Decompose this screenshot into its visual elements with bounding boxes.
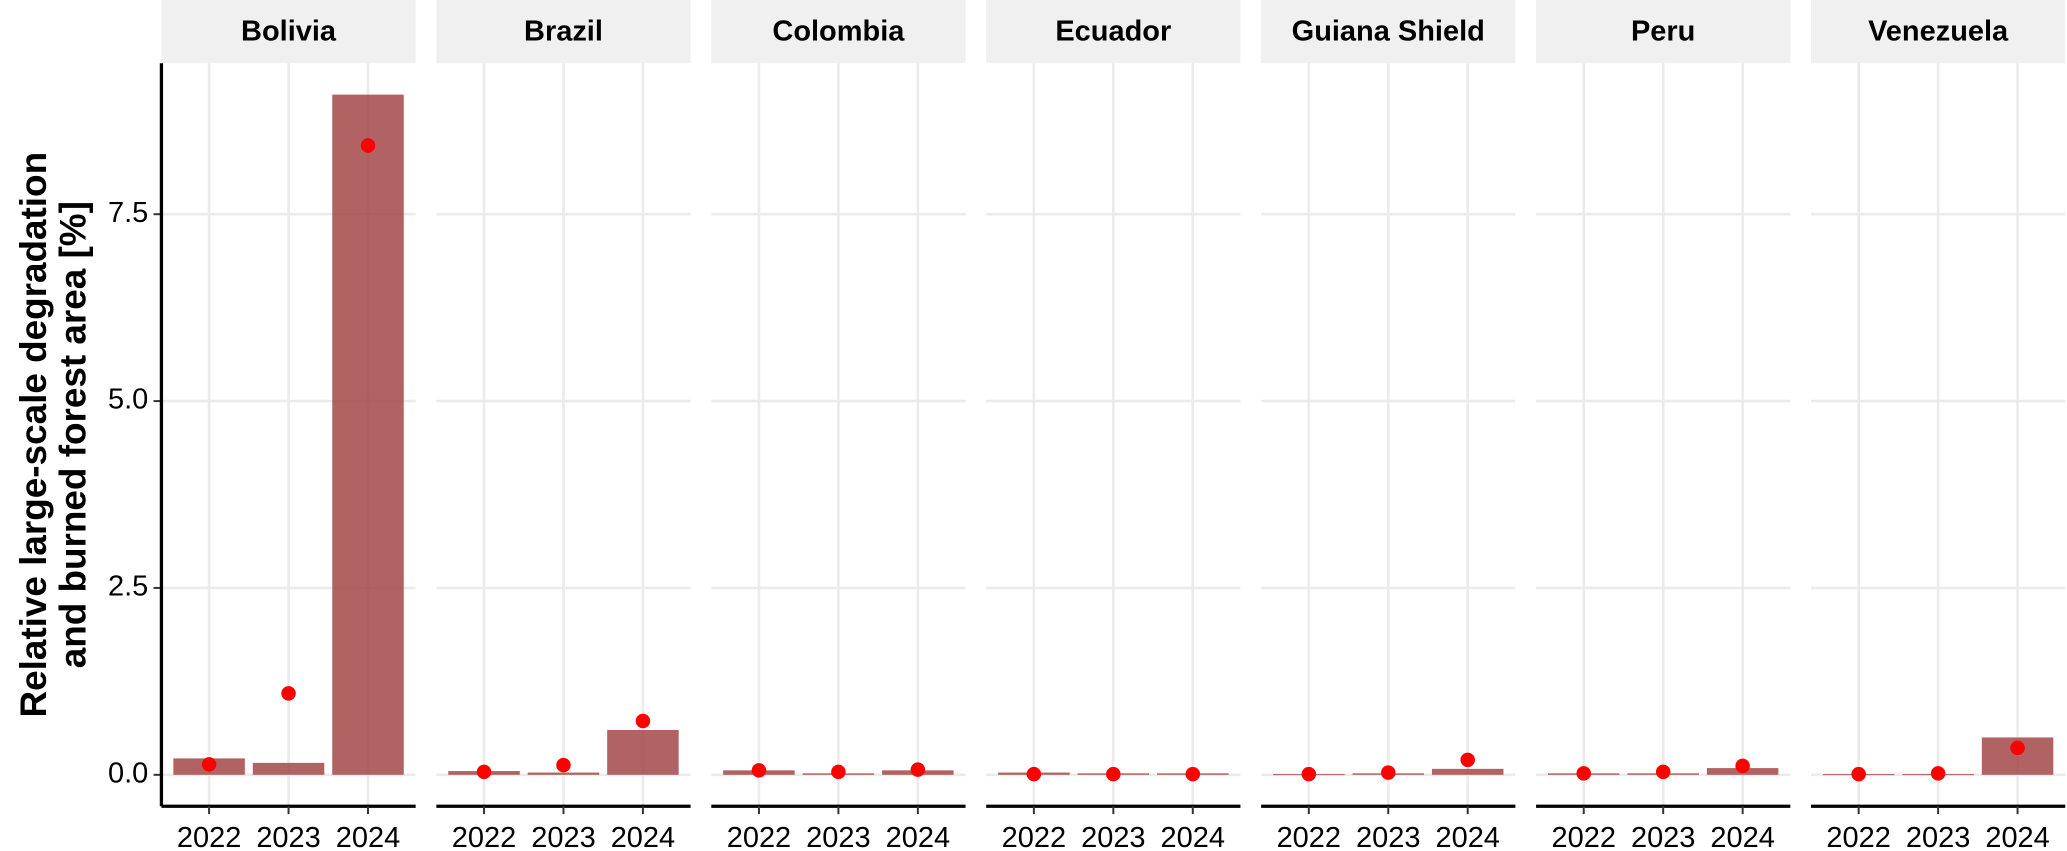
x-tick-label: 2024 <box>336 822 400 851</box>
x-tick-label: 2023 <box>256 822 320 851</box>
point <box>476 764 492 780</box>
y-tick-label: 7.5 <box>108 197 148 229</box>
y-axis-title: Relative large-scale degradation and bur… <box>13 152 94 718</box>
strip-label: Ecuador <box>1055 16 1171 48</box>
y-tick-label: 2.5 <box>108 571 148 603</box>
x-tick-label: 2024 <box>1435 822 1499 851</box>
x-tick-label: 2023 <box>531 822 595 851</box>
x-tick-label: 2024 <box>1985 822 2049 851</box>
x-tick-label: 2024 <box>1710 822 1774 851</box>
strip-label: Guiana Shield <box>1292 16 1485 48</box>
point <box>1106 766 1121 782</box>
x-tick-label: 2023 <box>1356 822 1420 851</box>
point <box>556 757 571 773</box>
x-tick-label: 2022 <box>177 822 241 851</box>
strip-label: Bolivia <box>241 16 337 48</box>
x-tick-label: 2022 <box>1002 822 1066 851</box>
x-tick-label: 2022 <box>1552 822 1616 851</box>
point <box>831 764 846 780</box>
strip-background <box>1261 0 1516 64</box>
point <box>360 138 376 153</box>
y-axis-title-line: Relative large-scale degradation <box>13 152 54 718</box>
point <box>1576 766 1591 781</box>
x-tick-label: 2022 <box>1277 822 1341 851</box>
strip-background <box>1810 0 2066 64</box>
x-tick-label: 2023 <box>1631 822 1695 851</box>
x-tick-label: 2024 <box>886 822 950 851</box>
y-tick-label: 0.0 <box>108 757 148 789</box>
point <box>910 762 926 777</box>
point <box>1381 765 1396 780</box>
bar <box>1431 768 1504 775</box>
strip-label: Peru <box>1631 16 1695 48</box>
strip-background <box>711 0 966 64</box>
strip-background <box>986 0 1241 64</box>
point <box>1185 766 1201 782</box>
strip-background <box>161 0 416 64</box>
point <box>201 757 217 772</box>
point <box>1735 758 1750 774</box>
point <box>281 686 296 701</box>
x-tick-label: 2023 <box>1081 822 1145 851</box>
bar <box>607 729 679 775</box>
x-tick-label: 2023 <box>1906 822 1970 851</box>
point <box>1851 766 1866 782</box>
strip-label: Brazil <box>524 16 603 48</box>
bar <box>527 772 600 775</box>
point <box>635 713 651 729</box>
y-tick-label: 5.0 <box>108 384 148 416</box>
point <box>751 763 767 778</box>
point <box>1655 764 1671 780</box>
y-axis-title-line: and burned forest area [%] <box>53 201 94 668</box>
strip-label: Venezuela <box>1868 16 2009 48</box>
bar <box>332 94 404 775</box>
x-tick-label: 2024 <box>1161 822 1225 851</box>
point <box>1930 766 1946 781</box>
strip-label: Colombia <box>772 16 905 48</box>
x-tick-label: 2023 <box>806 822 870 851</box>
bar <box>252 762 325 775</box>
x-tick-label: 2024 <box>611 822 675 851</box>
x-tick-label: 2022 <box>1826 822 1890 851</box>
x-tick-label: 2022 <box>452 822 516 851</box>
strip-background <box>436 0 691 64</box>
point <box>1026 766 1042 782</box>
point <box>1301 766 1317 782</box>
point <box>2010 740 2025 756</box>
strip-background <box>1536 0 1791 64</box>
point <box>1460 752 1475 768</box>
x-tick-label: 2022 <box>727 822 791 851</box>
